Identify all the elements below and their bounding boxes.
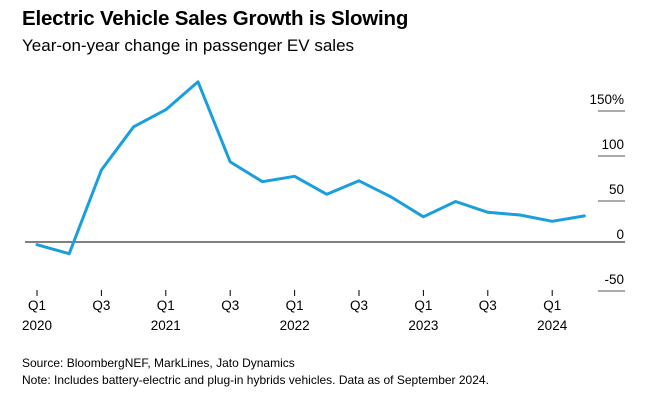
x-tick-label: Q1	[157, 298, 175, 313]
y-tick-label: -50	[604, 272, 624, 287]
y-tick-label: 100	[601, 137, 624, 152]
footnote: Note: Includes battery-electric and plug…	[22, 373, 489, 387]
source-note: Source: BloombergNEF, MarkLines, Jato Dy…	[22, 356, 295, 370]
x-tick-year-label: 2024	[537, 318, 568, 333]
chart-title: Electric Vehicle Sales Growth is Slowing	[22, 7, 409, 30]
x-tick-label: Q3	[92, 298, 110, 313]
x-tick-year-label: 2021	[151, 318, 181, 333]
x-tick-year-label: 2023	[408, 318, 438, 333]
x-tick-label: Q3	[221, 298, 239, 313]
x-tick-label: Q1	[286, 298, 304, 313]
series-line	[35, 80, 586, 256]
y-tick-label: 0	[616, 227, 624, 242]
x-tick-label: Q1	[543, 298, 561, 313]
x-tick-year-label: 2020	[22, 318, 52, 333]
chart-subtitle: Year-on-year change in passenger EV sale…	[22, 36, 355, 55]
x-tick-label: Q3	[479, 298, 497, 313]
x-tick-year-label: 2022	[280, 318, 310, 333]
x-tick-label: Q1	[28, 298, 46, 313]
x-tick-label: Q3	[350, 298, 368, 313]
y-tick-label: 150%	[589, 92, 624, 107]
x-tick-label: Q1	[414, 298, 432, 313]
y-tick-label: 50	[609, 182, 624, 197]
